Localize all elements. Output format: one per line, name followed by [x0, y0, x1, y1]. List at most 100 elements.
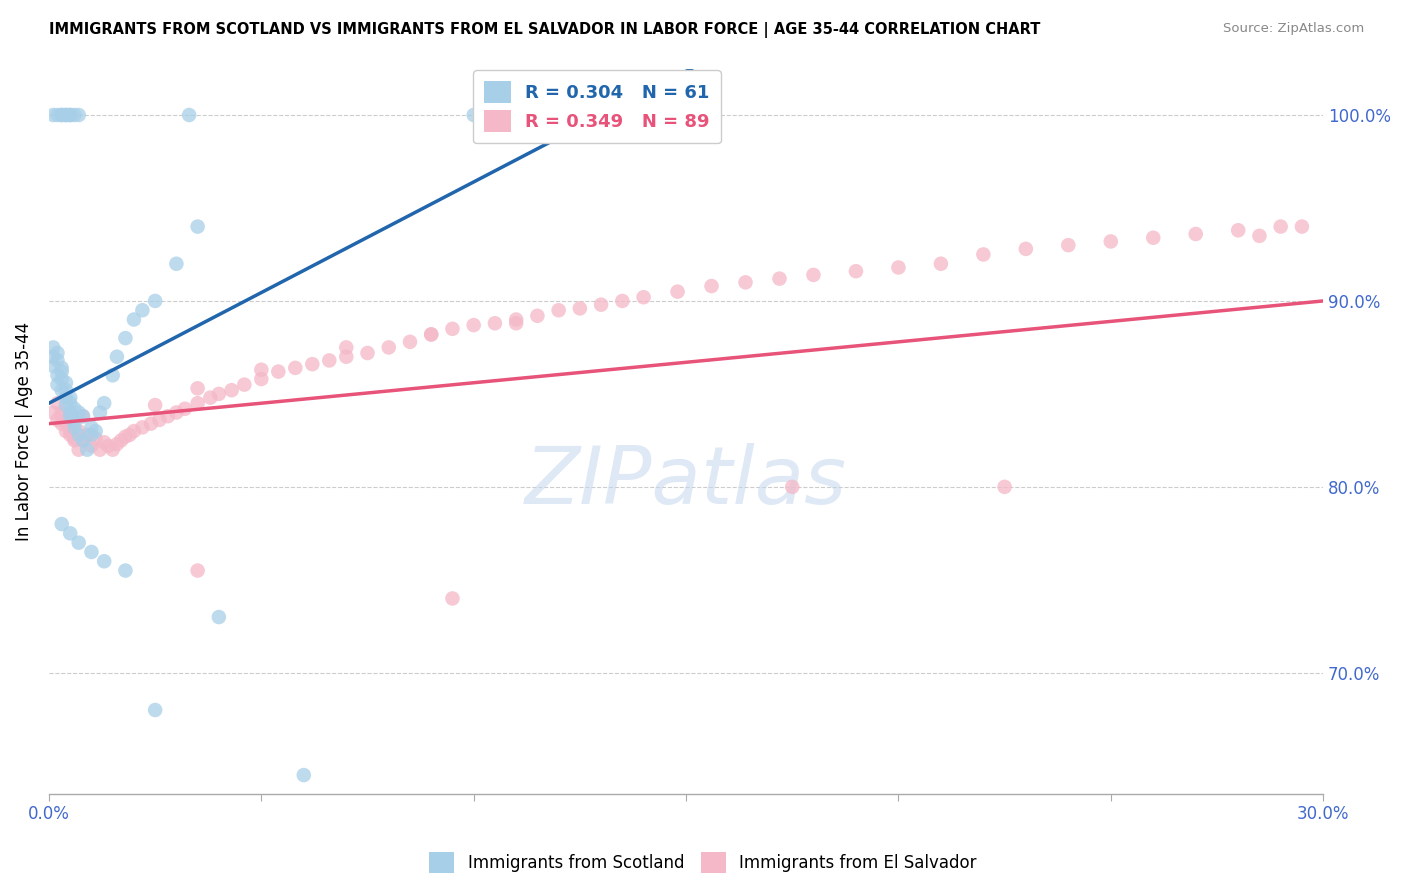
Point	[63, 401, 86, 416]
Point	[63, 415, 86, 429]
Point	[143, 293, 166, 308]
Point	[46, 353, 69, 368]
Point	[484, 316, 506, 330]
Point	[591, 298, 613, 312]
Point	[67, 535, 90, 549]
Point	[42, 340, 65, 354]
Point	[972, 247, 994, 261]
Point	[547, 303, 569, 318]
Point	[734, 276, 756, 290]
Point	[929, 257, 952, 271]
Point	[55, 108, 77, 122]
Point	[1142, 231, 1164, 245]
Point	[51, 409, 73, 424]
Point	[441, 322, 464, 336]
Point	[51, 108, 73, 122]
Point	[505, 316, 527, 330]
Point	[67, 424, 90, 438]
Point	[51, 372, 73, 386]
Point	[80, 427, 103, 442]
Point	[80, 545, 103, 559]
Point	[55, 383, 77, 397]
Point	[46, 396, 69, 410]
Point	[72, 434, 94, 448]
Point	[51, 360, 73, 375]
Point	[122, 424, 145, 438]
Y-axis label: In Labor Force | Age 35-44: In Labor Force | Age 35-44	[15, 321, 32, 541]
Point	[55, 108, 77, 122]
Point	[55, 415, 77, 429]
Point	[284, 360, 307, 375]
Point	[399, 334, 422, 349]
Point	[97, 439, 120, 453]
Point	[84, 432, 107, 446]
Point	[42, 359, 65, 373]
Text: Source: ZipAtlas.com: Source: ZipAtlas.com	[1223, 22, 1364, 36]
Point	[221, 383, 243, 397]
Point	[143, 398, 166, 412]
Point	[1184, 227, 1206, 241]
Point	[131, 420, 153, 434]
Point	[845, 264, 868, 278]
Point	[700, 279, 723, 293]
Point	[51, 405, 73, 419]
Point	[89, 442, 111, 457]
Point	[179, 108, 201, 122]
Point	[59, 526, 82, 541]
Point	[93, 554, 115, 568]
Point	[93, 435, 115, 450]
Point	[187, 564, 209, 578]
Point	[59, 405, 82, 419]
Point	[335, 340, 357, 354]
Point	[301, 357, 323, 371]
Point	[114, 430, 136, 444]
Point	[51, 108, 73, 122]
Point	[114, 331, 136, 345]
Point	[173, 401, 195, 416]
Point	[114, 564, 136, 578]
Point	[118, 427, 141, 442]
Point	[51, 417, 73, 431]
Point	[250, 363, 273, 377]
Point	[67, 442, 90, 457]
Point	[803, 268, 825, 282]
Point	[420, 327, 443, 342]
Point	[156, 409, 179, 424]
Point	[666, 285, 689, 299]
Point	[165, 405, 187, 419]
Point	[72, 434, 94, 448]
Point	[887, 260, 910, 275]
Point	[55, 391, 77, 405]
Text: ZIPatlas: ZIPatlas	[524, 442, 848, 521]
Point	[76, 442, 98, 457]
Point	[612, 293, 634, 308]
Point	[250, 372, 273, 386]
Point	[994, 480, 1017, 494]
Point	[67, 108, 90, 122]
Point	[55, 398, 77, 412]
Point	[233, 377, 256, 392]
Point	[187, 219, 209, 234]
Point	[51, 383, 73, 397]
Point	[84, 424, 107, 438]
Point	[101, 442, 124, 457]
Point	[63, 420, 86, 434]
Point	[46, 413, 69, 427]
Point	[208, 610, 231, 624]
Point	[1057, 238, 1080, 252]
Point	[1291, 219, 1313, 234]
Point	[63, 434, 86, 448]
Point	[59, 424, 82, 438]
Point	[59, 396, 82, 410]
Point	[780, 480, 803, 494]
Point	[139, 417, 162, 431]
Point	[1227, 223, 1250, 237]
Point	[441, 591, 464, 606]
Point	[46, 346, 69, 360]
Point	[318, 353, 340, 368]
Point	[143, 703, 166, 717]
Point	[63, 432, 86, 446]
Point	[93, 396, 115, 410]
Point	[80, 439, 103, 453]
Point	[335, 350, 357, 364]
